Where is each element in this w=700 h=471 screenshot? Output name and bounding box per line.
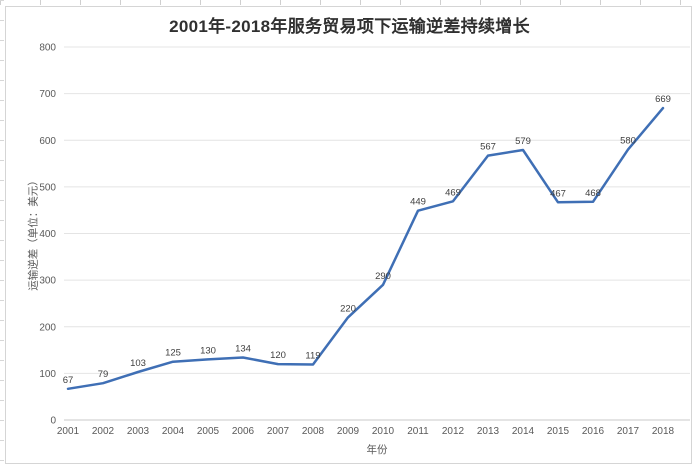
x-tick-label: 2001 — [57, 426, 80, 437]
data-label: 125 — [165, 348, 181, 359]
series-line — [66, 106, 665, 391]
data-label: 103 — [130, 358, 146, 369]
y-tick-label: 0 — [50, 416, 56, 427]
sheet-row-ticks — [0, 0, 4, 471]
x-tick-label: 2005 — [197, 426, 220, 437]
x-tick-label: 2002 — [92, 426, 115, 437]
y-tick-label: 200 — [39, 322, 56, 333]
data-label: 467 — [550, 188, 566, 199]
y-tick-label: 500 — [39, 182, 56, 193]
y-tick-label: 800 — [39, 43, 56, 54]
x-tick-label: 2014 — [512, 426, 535, 437]
x-axis-title: 年份 — [366, 444, 388, 456]
x-tick-label: 2004 — [162, 426, 185, 437]
x-tick-label: 2006 — [232, 426, 255, 437]
y-tick-label: 400 — [39, 229, 56, 240]
data-label: 67 — [63, 375, 74, 386]
x-tick-label: 2016 — [582, 426, 605, 437]
y-axis-title: 运输逆差（单位：美元） — [27, 175, 40, 291]
data-label: 290 — [375, 271, 391, 282]
x-tick-label: 2008 — [302, 426, 325, 437]
x-tick-label: 2007 — [267, 426, 290, 437]
data-label: 567 — [480, 142, 496, 153]
data-label: 468 — [585, 188, 601, 199]
data-label: 449 — [410, 197, 426, 208]
y-tick-label: 300 — [39, 276, 56, 287]
data-label: 669 — [655, 94, 671, 105]
data-label: 220 — [340, 303, 356, 314]
x-tick-label: 2012 — [442, 426, 465, 437]
y-tick-label: 700 — [39, 89, 56, 100]
data-label: 79 — [98, 369, 109, 380]
y-tick-label: 100 — [39, 369, 56, 380]
y-tick-label: 600 — [39, 136, 56, 147]
x-tick-label: 2013 — [477, 426, 500, 437]
x-tick-label: 2017 — [617, 426, 640, 437]
data-label: 130 — [200, 345, 216, 356]
x-tick-label: 2018 — [652, 426, 675, 437]
data-label: 120 — [270, 350, 286, 361]
chart-title: 2001年-2018年服务贸易项下运输逆差持续增长 — [169, 17, 530, 36]
data-label: 579 — [515, 136, 531, 147]
x-tick-label: 2015 — [547, 426, 570, 437]
x-tick-label: 2003 — [127, 426, 150, 437]
sheet-column-ticks — [0, 0, 700, 5]
data-label: 119 — [305, 351, 320, 362]
x-tick-label: 2010 — [372, 426, 395, 437]
x-tick-label: 2011 — [407, 426, 429, 437]
x-tick-label: 2009 — [337, 426, 360, 437]
chart-container — [5, 6, 692, 464]
data-label: 580 — [620, 136, 636, 147]
data-label: 469 — [445, 187, 461, 198]
data-label: 134 — [235, 344, 251, 355]
